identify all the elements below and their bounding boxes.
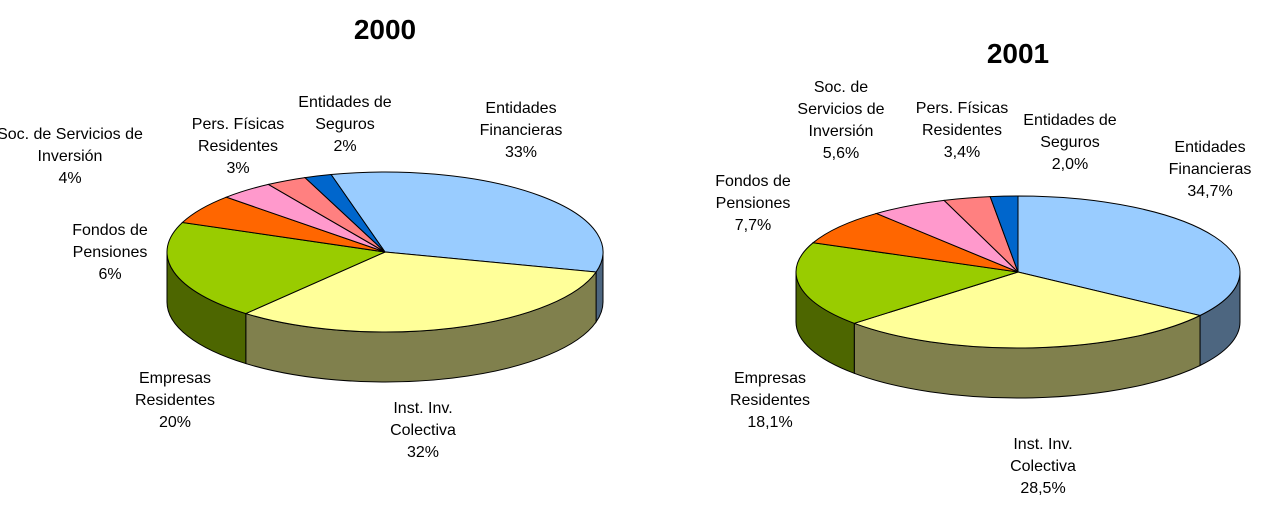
slice-label: Soc. de Servicios de Inversión 5,6% (794, 77, 889, 165)
category-label: Entidades de Seguros (298, 94, 392, 133)
value-label: 18,1% (747, 414, 793, 431)
slice-label: Entidades de Seguros 2% (288, 92, 403, 158)
category-label: Entidades de Seguros (1023, 112, 1117, 151)
slice-label: Soc. de Servicios de Inversión 4% (0, 124, 145, 190)
slice (303, 173, 386, 253)
chart-title: 2000 (285, 14, 485, 46)
value-label: 20% (158, 414, 192, 431)
slice-label: Pers. Físicas Residentes 3% (183, 114, 293, 180)
value-label: 3,4% (943, 144, 981, 161)
slice-label: Inst. Inv. Colectiva 28,5% (1003, 434, 1083, 500)
slice-label: Empresas Residentes 20% (125, 368, 225, 434)
value-label: 5,6% (822, 145, 860, 162)
slice-label: Entidades Financieras 34,7% (1160, 137, 1260, 203)
slice-label: Pers. Físicas Residentes 3,4% (907, 98, 1017, 164)
category-label: Pers. Físicas Residentes (915, 100, 1009, 139)
title-text: 2001 (986, 38, 1050, 69)
category-label: Empresas Residentes (134, 370, 216, 409)
category-label: Inst. Inv. Colectiva (1010, 436, 1076, 475)
value-label: 6% (98, 266, 122, 283)
value-label: 28,5% (1020, 480, 1066, 497)
value-label: 7,7% (734, 217, 772, 234)
value-label: 32% (406, 444, 440, 461)
category-label: Fondos de Pensiones (715, 173, 791, 212)
value-label: 2% (333, 138, 357, 155)
slice (852, 271, 1202, 349)
category-label: Soc. de Servicios de Inversión (0, 126, 143, 165)
slice-label: Entidades Financieras 33% (471, 98, 571, 164)
value-label: 4% (58, 170, 82, 187)
slice (811, 212, 1019, 273)
slice-label: Empresas Residentes 18,1% (720, 368, 820, 434)
value-label: 3% (226, 160, 250, 177)
slice-label: Entidades de Seguros 2,0% (1013, 110, 1128, 176)
category-label: Soc. de Servicios de Inversión (797, 79, 885, 140)
slice (166, 221, 387, 315)
value-label: 33% (504, 144, 538, 161)
slice-label: Fondos de Pensiones 6% (63, 220, 158, 286)
category-label: Empresas Residentes (729, 370, 811, 409)
slice (795, 242, 1019, 324)
category-label: Inst. Inv. Colectiva (390, 400, 456, 439)
slice (330, 171, 604, 273)
value-label: 34,7% (1187, 183, 1233, 200)
category-label: Entidades Financieras (479, 100, 563, 139)
category-label: Pers. Físicas Residentes (191, 116, 285, 155)
chart-title: 2001 (918, 38, 1118, 70)
slice-label: Inst. Inv. Colectiva 32% (383, 398, 463, 464)
slice (244, 251, 597, 333)
slice (1017, 195, 1241, 317)
category-label: Entidades Financieras (1168, 139, 1252, 178)
value-label: 2,0% (1051, 156, 1089, 173)
slice-label: Fondos de Pensiones 7,7% (706, 171, 801, 237)
title-text: 2000 (353, 14, 417, 45)
category-label: Fondos de Pensiones (72, 222, 148, 261)
slice (989, 195, 1019, 273)
